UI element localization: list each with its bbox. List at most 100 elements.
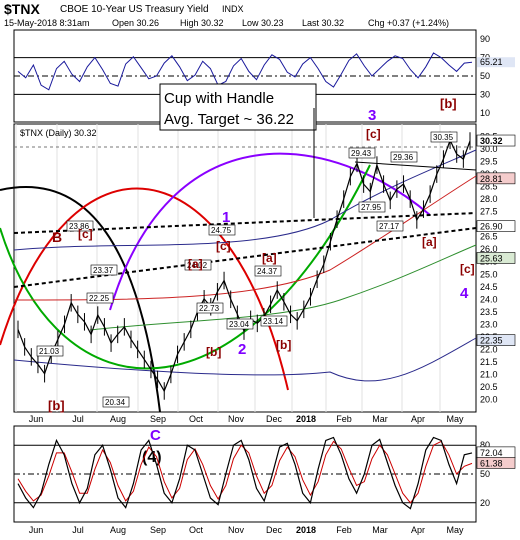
price-label: 24.37	[257, 267, 278, 276]
upper-y-tick: 10	[480, 108, 490, 118]
lower-x-tick: Aug	[110, 525, 126, 535]
price-label: 29.43	[351, 149, 372, 158]
price-x-tick: Jul	[72, 414, 84, 424]
price-y-tick: 20.0	[480, 394, 498, 404]
upper-y-tick: 30	[480, 89, 490, 99]
price-y-tick: 22.0	[480, 344, 498, 354]
lower-right-label: 61.38	[480, 458, 503, 468]
price-right-box	[476, 134, 516, 147]
price-x-tick: Mar	[372, 414, 388, 424]
price-label-box	[390, 151, 418, 163]
handle-line	[354, 161, 477, 171]
lower-x-tick: Dec	[266, 525, 283, 535]
lower-right-label: 72.04	[480, 448, 503, 458]
price-label: 21.03	[39, 347, 60, 356]
price-y-tick: 25.0	[480, 269, 498, 279]
cup-handle-callout: Cup with Handle Avg. Target ~ 36.22	[159, 83, 317, 218]
lower-fast-line	[17, 436, 473, 510]
purple-cycle-arc	[109, 152, 431, 311]
price-label: 20.34	[105, 398, 126, 407]
red-cycle-arc	[0, 187, 289, 391]
price-right-label: 22.35	[480, 336, 503, 346]
price-x-tick: Nov	[228, 414, 245, 424]
lower-x-tick: 2018	[296, 525, 316, 535]
price-y-tick: 30.0	[480, 144, 498, 154]
price-panel	[13, 123, 477, 413]
price-label: 27.95	[361, 203, 382, 212]
chart-name: CBOE 10-Year US Treasury Yield	[60, 4, 209, 15]
callout-line-2: Avg. Target ~ 36.22	[164, 111, 294, 128]
price-label: 23.86	[69, 222, 90, 231]
price-label-box	[102, 396, 130, 408]
price-right-box	[476, 334, 516, 346]
price-y-tick: 26.0	[480, 244, 498, 254]
price-label-box	[430, 131, 458, 143]
price-y-tick: 21.5	[480, 357, 498, 367]
price-label: 27.17	[379, 222, 400, 231]
upper-band	[13, 149, 477, 251]
upper-last-box	[477, 57, 515, 68]
upper-last-label: 65.21	[480, 57, 503, 67]
price-x-tick: Aug	[110, 414, 126, 424]
price-y-tick: 27.5	[480, 207, 498, 217]
price-label: 23.37	[93, 266, 114, 275]
price-label: 23.04	[229, 320, 250, 329]
lower-band	[13, 337, 477, 382]
wave-label: 3	[368, 107, 376, 124]
lower-x-tick: Nov	[228, 525, 245, 535]
open-value: Open 30.26	[112, 18, 159, 28]
price-y-tick: 21.0	[480, 369, 498, 379]
high-value: High 30.32	[180, 18, 224, 28]
price-label: 22.25	[89, 294, 110, 303]
price-legend: $TNX (Daily) 30.32	[20, 128, 97, 138]
price-x-tick: Oct	[189, 414, 204, 424]
price-y-tick: 29.5	[480, 157, 498, 167]
price-y-tick: 23.0	[480, 319, 498, 329]
lower-x-tick: Feb	[336, 525, 352, 535]
wave-label: B	[52, 229, 62, 245]
price-label-box	[66, 220, 94, 232]
price-label-box	[358, 201, 386, 213]
lower-trendline	[13, 227, 477, 288]
price-x-tick: Feb	[336, 414, 352, 424]
wave-label: [a]	[188, 257, 203, 271]
last-value: Last 30.32	[302, 18, 344, 28]
price-label-box	[86, 292, 114, 304]
price-y-tick: 24.0	[480, 294, 498, 304]
lower-y-tick: 80	[480, 440, 490, 450]
wave-label: [c]	[460, 262, 475, 276]
change-value: Chg +0.37 (+1.24%)	[368, 18, 449, 28]
callout-line-1: Cup with Handle	[164, 90, 274, 107]
wave-label: [a]	[262, 251, 277, 265]
wave-label: [b]	[276, 338, 291, 352]
price-label-box	[348, 147, 376, 159]
wave-label: [c]	[78, 227, 93, 241]
moving-average-200	[89, 244, 477, 331]
lower-x-tick: May	[446, 525, 464, 535]
lower-x-tick: Oct	[189, 525, 204, 535]
price-right-label: 26.90	[480, 222, 503, 232]
price-y-tick: 28.0	[480, 194, 498, 204]
price-x-tick: Jun	[29, 414, 44, 424]
lower-y-tick: 50	[480, 469, 490, 479]
price-label-box	[90, 264, 118, 276]
price-y-tick: 24.5	[480, 282, 498, 292]
price-label: 24.02	[187, 261, 208, 270]
price-x-tick: Dec	[266, 414, 283, 424]
wave-label: [c]	[216, 239, 231, 253]
price-x-tick: Apr	[411, 414, 425, 424]
price-right-label: 30.32	[480, 136, 503, 146]
price-label-box	[260, 315, 288, 327]
price-right-box	[476, 172, 516, 185]
wave-label: 2	[238, 341, 246, 358]
wave-label: (4)	[142, 449, 162, 466]
price-y-tick: 23.5	[480, 307, 498, 317]
lower-x-tick: Jun	[29, 525, 44, 535]
price-x-tick: Sep	[150, 414, 166, 424]
price-label: 23.14	[263, 317, 284, 326]
upper-indicator-line	[17, 52, 473, 91]
wave-label: C	[150, 427, 161, 444]
chart-symbol: $TNX	[4, 1, 40, 17]
green-cycle-arc	[0, 164, 371, 370]
